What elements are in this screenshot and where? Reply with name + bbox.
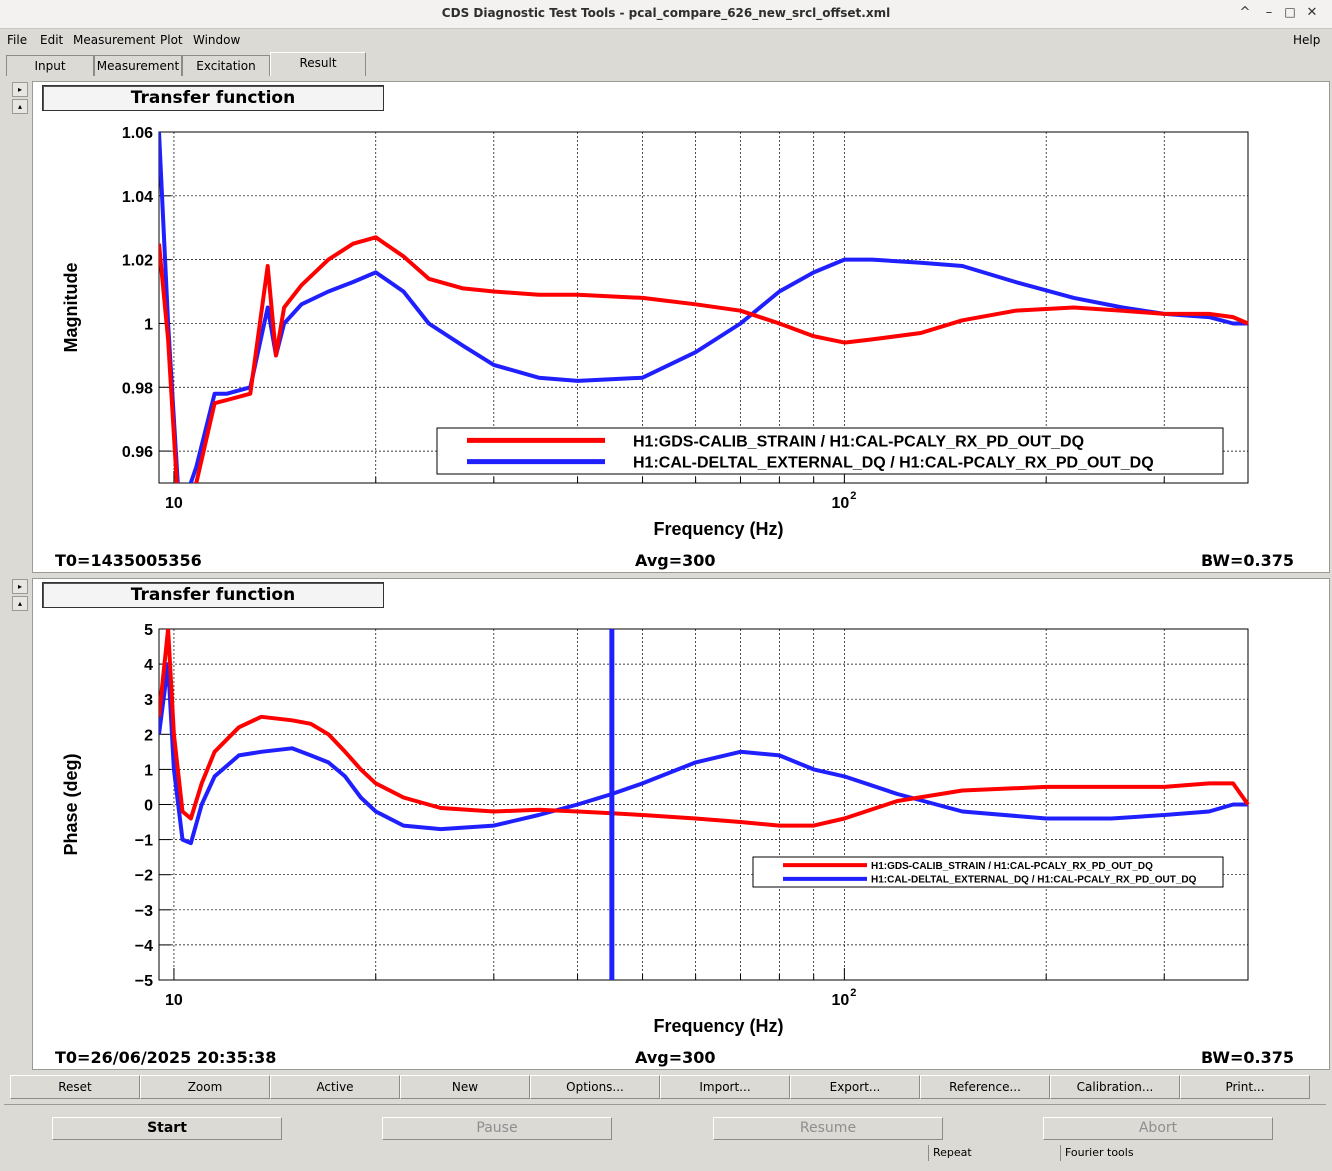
series-group	[159, 132, 1249, 483]
x-axis-label: Frequency (Hz)	[653, 519, 783, 539]
menu-measurement[interactable]: Measurement	[73, 33, 156, 47]
collapse-up-icon[interactable]: ▴	[12, 596, 28, 611]
status-fourier-tools: Fourier tools	[1060, 1145, 1325, 1161]
legend-entry: H1:CAL-DELTAL_EXTERNAL_DQ / H1:CAL-PCALY…	[633, 455, 1154, 472]
expand-right-icon[interactable]: ▸	[12, 82, 28, 97]
status-repeat: Repeat	[928, 1145, 1059, 1161]
y-tick-label: 1	[144, 762, 153, 779]
y-tick-label: 1.04	[122, 189, 153, 206]
chevron-up-icon[interactable]: ^	[1239, 5, 1251, 20]
x-axis-label: Frequency (Hz)	[653, 1016, 783, 1036]
y-tick-label: 3	[144, 692, 153, 709]
tab-input[interactable]: Input	[6, 55, 94, 76]
y-tick-label: 4	[144, 657, 153, 674]
collapse-up-icon[interactable]: ▴	[12, 99, 28, 114]
calibration-button[interactable]: Calibration...	[1050, 1075, 1180, 1099]
menu-bar: File Edit Measurement Plot Window Help	[0, 29, 1332, 51]
bw-label: BW=0.375	[1201, 1048, 1294, 1067]
y-axis-label: Magnitude	[61, 263, 81, 353]
menu-help[interactable]: Help	[1293, 33, 1321, 47]
legend-entry: H1:GDS-CALIB_STRAIN / H1:CAL-PCALY_RX_PD…	[871, 861, 1153, 872]
grid	[159, 628, 1248, 981]
print-button[interactable]: Print...	[1180, 1075, 1310, 1099]
window-title: CDS Diagnostic Test Tools - pcal_compare…	[441, 6, 891, 20]
maximize-icon[interactable]: □	[1284, 5, 1296, 19]
bw-label: BW=0.375	[1201, 551, 1294, 570]
x-tick-label: 10	[831, 495, 849, 512]
series-group	[159, 629, 1250, 846]
avg-label: Avg=300	[635, 1048, 716, 1067]
reset-button[interactable]: Reset	[10, 1075, 140, 1099]
legend-box	[752, 856, 1224, 888]
active-button[interactable]: Active	[270, 1075, 400, 1099]
t0-label: T0=26/06/2025 20:35:38	[55, 1048, 277, 1067]
y-tick-label: 0	[144, 798, 153, 815]
y-tick-label: 2	[144, 727, 153, 744]
export-button[interactable]: Export...	[790, 1075, 920, 1099]
x-tick-label-exponent: 2	[850, 987, 856, 999]
menu-window[interactable]: Window	[193, 33, 241, 47]
graph-title: Transfer function	[42, 85, 384, 111]
x-tick-label: 10	[165, 992, 183, 1009]
tab-result[interactable]: Result	[270, 52, 366, 76]
tab-excitation[interactable]: Excitation	[182, 55, 270, 76]
graph-title: Transfer function	[42, 582, 384, 608]
t0-label: T0=1435005356	[55, 551, 202, 570]
abort-button[interactable]: Abort	[1043, 1117, 1273, 1140]
y-tick-label: −3	[135, 903, 153, 920]
x-tick-label: 10	[831, 992, 849, 1009]
y-tick-label: −5	[135, 973, 153, 990]
plot-pane-magnitude: Transfer function 0.96 0.98 1 1.02 1.04 1.06 1…	[32, 81, 1330, 573]
expand-right-icon[interactable]: ▸	[12, 579, 28, 594]
y-axis-label: Phase (deg)	[61, 753, 81, 855]
menu-edit[interactable]: Edit	[40, 33, 64, 47]
y-tick-label: 0.98	[122, 380, 153, 397]
series-line-1	[159, 132, 1248, 483]
series-line-1	[159, 662, 1248, 846]
options-button[interactable]: Options...	[530, 1075, 660, 1099]
y-tick-label: 0.96	[122, 444, 153, 461]
divider	[4, 1104, 1326, 1105]
plot-button-bar: Reset Zoom Active New Options... Import.…	[8, 1075, 1310, 1099]
close-icon[interactable]: ✕	[1306, 5, 1318, 20]
menu-plot[interactable]: Plot	[160, 33, 183, 47]
pause-button[interactable]: Pause	[382, 1117, 612, 1140]
window-titlebar: CDS Diagnostic Test Tools - pcal_compare…	[0, 0, 1332, 29]
legend-box	[436, 427, 1224, 475]
y-tick-label: −4	[135, 938, 153, 955]
y-tick-label: 1	[144, 316, 153, 333]
y-tick-label: 1.06	[122, 125, 153, 142]
start-button[interactable]: Start	[52, 1117, 282, 1140]
series-line-0	[159, 235, 1249, 483]
menu-file[interactable]: File	[7, 33, 28, 47]
legend-entry: H1:CAL-DELTAL_EXTERNAL_DQ / H1:CAL-PCALY…	[871, 875, 1197, 886]
y-tick-label: −1	[135, 833, 153, 850]
reference-button[interactable]: Reference...	[920, 1075, 1050, 1099]
zoom-button[interactable]: Zoom	[140, 1075, 270, 1099]
series-line-0	[159, 629, 1250, 828]
legend-entry: H1:GDS-CALIB_STRAIN / H1:CAL-PCALY_RX_PD…	[633, 434, 1084, 451]
x-tick-label: 10	[165, 495, 183, 512]
resume-button[interactable]: Resume	[713, 1117, 943, 1140]
plot-pane-phase: Transfer function −5 −4 −3 −2 −1 0 1 2 3 4 5 10 10 2 F…	[32, 578, 1330, 1070]
y-tick-label: 5	[144, 622, 153, 639]
minimize-icon[interactable]: –	[1265, 5, 1273, 20]
y-tick-label: 1.02	[122, 253, 153, 270]
new-button[interactable]: New	[400, 1075, 530, 1099]
avg-label: Avg=300	[635, 551, 716, 570]
import-button[interactable]: Import...	[660, 1075, 790, 1099]
tab-measurement[interactable]: Measurement	[94, 55, 182, 76]
x-tick-label-exponent: 2	[850, 490, 856, 502]
y-tick-label: −2	[135, 868, 153, 885]
